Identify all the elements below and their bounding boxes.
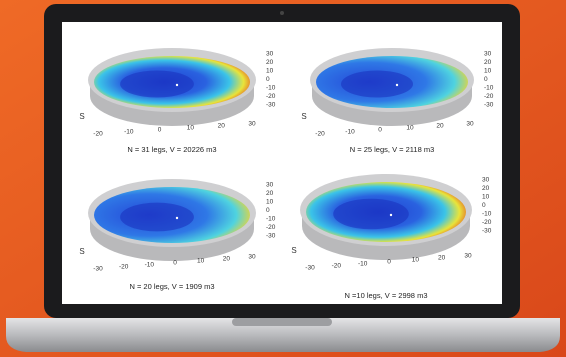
laptop-base (6, 318, 560, 352)
caption: N = 31 legs, V = 20226 m3 (127, 145, 216, 154)
x-tick-label: 10 (412, 257, 420, 264)
x-tick-label: 10 (187, 125, 195, 132)
caption: N = 25 legs, V = 2118 m3 (350, 145, 435, 154)
z-tick-label: 10 (482, 194, 490, 201)
axis-label: S (291, 246, 296, 255)
z-tick-label: -20 (266, 224, 276, 231)
x-tick-label: 0 (378, 127, 382, 134)
x-tick-label: 20 (436, 123, 444, 130)
surface-highlight (120, 202, 194, 232)
z-tick-label: 30 (266, 182, 274, 189)
axis-label: S (79, 112, 84, 121)
x-tick-label: -20 (315, 131, 325, 138)
z-tick-label: 10 (266, 199, 274, 206)
z-tick-label: 20 (484, 59, 492, 66)
x-tick-label: 30 (248, 121, 256, 128)
x-tick-label: -20 (332, 263, 342, 270)
x-tick-label: 10 (406, 125, 414, 132)
z-tick-label: -30 (266, 102, 276, 109)
z-tick-label: -20 (266, 93, 276, 100)
z-tick-label: 0 (266, 207, 270, 214)
z-tick-label: 20 (266, 59, 274, 66)
z-tick-label: 10 (484, 68, 492, 75)
x-tick-label: -10 (124, 129, 134, 136)
x-tick-label: -10 (358, 261, 368, 268)
z-tick-label: 30 (482, 177, 490, 184)
x-tick-label: -30 (93, 266, 103, 273)
x-tick-label: 0 (387, 259, 391, 266)
z-tick-label: 20 (482, 185, 490, 192)
center-point (175, 216, 179, 220)
center-point (395, 83, 399, 87)
x-tick-label: -10 (345, 129, 355, 136)
z-tick-label: 20 (266, 190, 274, 197)
caption: N = 20 legs, V = 1909 m3 (129, 282, 214, 291)
z-tick-label: -30 (482, 228, 492, 235)
x-tick-label: 30 (248, 254, 256, 261)
z-tick-label: -10 (484, 85, 494, 92)
x-tick-label: 30 (466, 121, 474, 128)
z-tick-label: -20 (484, 93, 494, 100)
x-tick-label: -20 (119, 264, 129, 271)
z-tick-label: -30 (484, 102, 494, 109)
z-tick-label: 0 (484, 76, 488, 83)
camera (280, 11, 284, 15)
surface-highlight (333, 198, 409, 230)
axis-label: S (79, 247, 84, 256)
x-tick-label: 20 (438, 255, 446, 262)
axis-label: S (301, 112, 306, 121)
x-tick-label: -30 (305, 265, 315, 272)
x-tick-label: 10 (197, 258, 205, 265)
z-tick-label: -10 (266, 216, 276, 223)
z-tick-label: -10 (266, 85, 276, 92)
x-tick-label: 20 (223, 256, 231, 263)
z-tick-label: -20 (482, 219, 492, 226)
x-tick-label: -10 (145, 262, 155, 269)
x-tick-label: 20 (218, 123, 226, 130)
z-tick-label: 10 (266, 68, 274, 75)
z-tick-label: 0 (482, 202, 486, 209)
surface-highlight (341, 70, 413, 98)
caption: N =10 legs, V = 2998 m3 (345, 291, 428, 300)
z-tick-label: -10 (482, 211, 492, 218)
x-tick-label: 0 (158, 127, 162, 134)
trackpad-notch (232, 318, 332, 326)
x-tick-label: 30 (464, 253, 472, 260)
z-tick-label: 30 (266, 51, 274, 58)
center-point (389, 213, 393, 217)
center-point (175, 83, 179, 87)
x-tick-label: -20 (93, 131, 103, 138)
z-tick-label: 0 (266, 76, 270, 83)
z-tick-label: -30 (266, 233, 276, 240)
surface-highlight (120, 70, 194, 98)
x-tick-label: 0 (173, 260, 177, 267)
z-tick-label: 30 (484, 51, 492, 58)
